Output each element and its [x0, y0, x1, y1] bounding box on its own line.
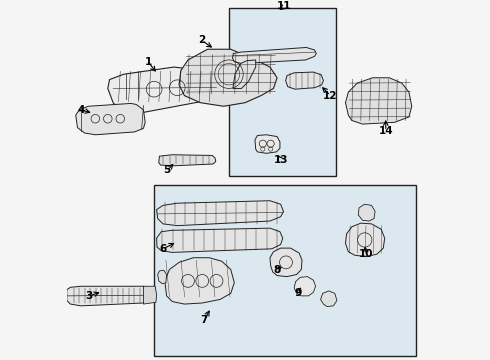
- Text: 12: 12: [323, 91, 338, 100]
- Text: 13: 13: [273, 155, 288, 165]
- Polygon shape: [233, 48, 316, 63]
- Text: 2: 2: [198, 35, 205, 45]
- Text: 5: 5: [164, 166, 171, 175]
- Text: 4: 4: [77, 105, 85, 115]
- Polygon shape: [255, 135, 280, 153]
- Polygon shape: [159, 155, 216, 166]
- Polygon shape: [158, 270, 167, 284]
- Polygon shape: [270, 248, 302, 276]
- Text: 6: 6: [159, 244, 167, 254]
- Polygon shape: [179, 49, 277, 106]
- Text: 10: 10: [359, 249, 373, 259]
- Polygon shape: [157, 228, 283, 252]
- Polygon shape: [345, 223, 385, 257]
- Bar: [229, 8, 336, 176]
- Polygon shape: [144, 286, 157, 304]
- Polygon shape: [67, 286, 156, 306]
- Text: 1: 1: [145, 57, 152, 67]
- Polygon shape: [358, 204, 375, 221]
- Text: 14: 14: [378, 126, 393, 136]
- Polygon shape: [108, 67, 220, 113]
- Polygon shape: [286, 72, 323, 89]
- Polygon shape: [233, 60, 256, 89]
- Text: 9: 9: [295, 288, 302, 298]
- Text: 11: 11: [277, 1, 292, 12]
- Polygon shape: [294, 276, 316, 296]
- Text: 7: 7: [200, 315, 208, 325]
- Polygon shape: [76, 103, 145, 135]
- Text: 3: 3: [85, 291, 93, 301]
- Bar: [154, 185, 416, 356]
- Text: 8: 8: [273, 265, 281, 275]
- Polygon shape: [345, 78, 412, 124]
- Polygon shape: [320, 291, 337, 307]
- Polygon shape: [157, 201, 284, 226]
- Polygon shape: [165, 258, 234, 304]
